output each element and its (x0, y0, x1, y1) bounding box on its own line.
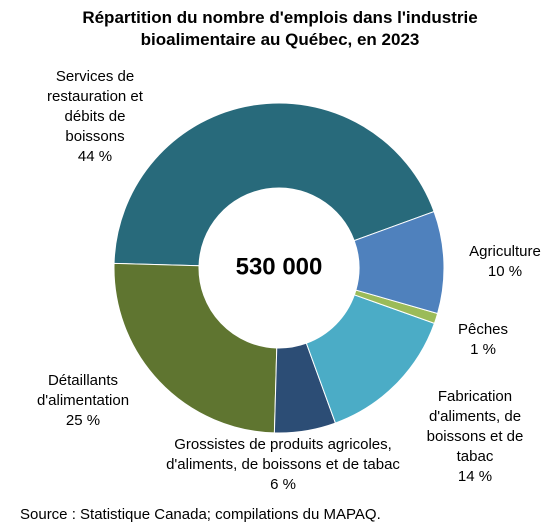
slice-label: Services de restauration et débits de bo… (43, 67, 148, 167)
value-label: 44 % (77, 148, 113, 165)
category-name: Pêches (457, 321, 509, 338)
value-label: 1 % (470, 341, 496, 358)
slice (305, 294, 436, 424)
center-label: 530 000 (236, 253, 323, 280)
slice-label: Détaillants d'alimentation 25 % (28, 371, 138, 431)
category-name: Fabrication d'aliments, de boissons et d… (426, 388, 524, 465)
category-name: Services de restauration et débits de bo… (47, 68, 143, 145)
slice-label: Agriculture 10 % (460, 242, 550, 282)
value-label: 10 % (487, 263, 523, 280)
slice-label: Pêches 1 % (453, 320, 513, 360)
slice (113, 102, 435, 267)
slice (113, 262, 278, 434)
value-label: 25 % (65, 412, 101, 429)
category-name: Détaillants d'alimentation (36, 372, 130, 409)
slice-label: Grossistes de produits agricoles, d'alim… (148, 435, 418, 495)
category-name: Grossistes de produits agricoles, d'alim… (166, 436, 400, 473)
slice-label: Fabrication d'aliments, de boissons et d… (420, 387, 530, 487)
slice (273, 342, 337, 434)
source: Source : Statistique Canada; compilation… (20, 506, 381, 523)
value-label: 6 % (270, 476, 296, 493)
slice (353, 210, 445, 315)
chart-title: Répartition du nombre d'emplois dans l'i… (82, 8, 478, 49)
value-label: 14 % (457, 468, 493, 485)
category-name: Agriculture (469, 243, 541, 260)
